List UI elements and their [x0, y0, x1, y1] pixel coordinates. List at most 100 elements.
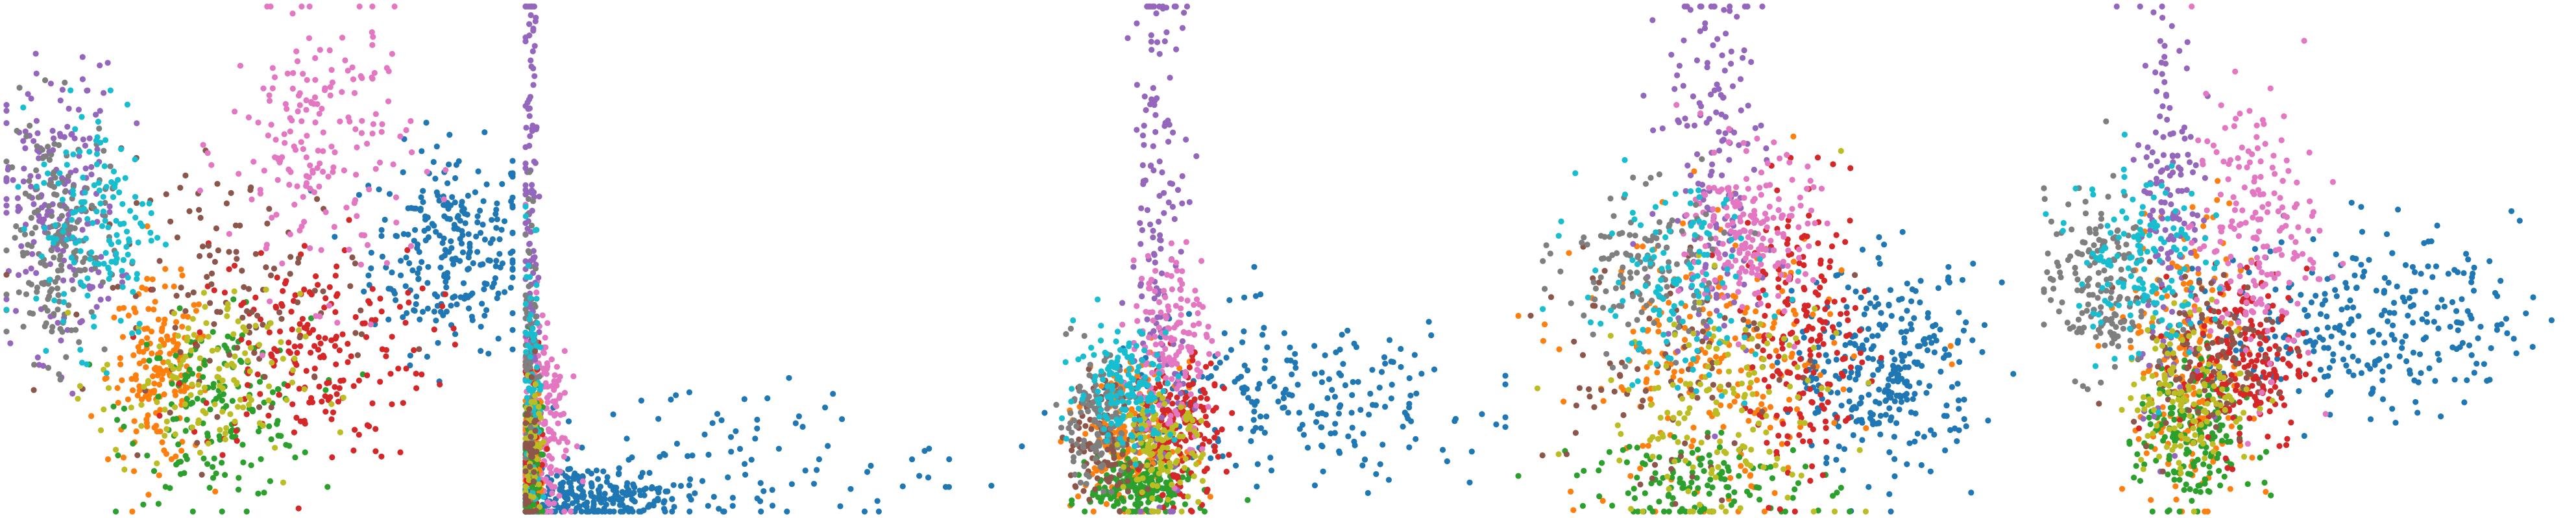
scatter-point — [1758, 401, 1765, 408]
scatter-point — [533, 295, 540, 302]
scatter-point — [1863, 425, 1869, 432]
scatter-point — [181, 470, 188, 476]
scatter-point — [162, 241, 169, 248]
scatter-point — [1431, 366, 1438, 373]
scatter-point — [352, 314, 359, 321]
scatter-point — [524, 225, 531, 232]
scatter-point — [864, 469, 871, 475]
scatter-point — [573, 498, 579, 504]
scatter-point — [529, 454, 535, 460]
scatter-point — [1187, 402, 1194, 409]
scatter-point — [28, 215, 34, 221]
scatter-point — [1271, 383, 1278, 389]
scatter-point — [1148, 38, 1154, 45]
scatter-point — [282, 140, 288, 146]
scatter-point — [95, 269, 102, 275]
scatter-point — [1156, 218, 1162, 225]
scatter-point — [522, 484, 529, 490]
scatter-point — [1886, 376, 1892, 382]
scatter-point — [113, 217, 119, 224]
scatter-point — [1153, 10, 1160, 17]
scatter-point — [1069, 447, 1075, 454]
scatter-point — [141, 384, 147, 390]
scatter-point — [419, 148, 425, 154]
scatter-point — [1769, 363, 1775, 369]
scatter-point — [266, 97, 273, 104]
scatter-point — [439, 303, 446, 310]
scatter-point — [1125, 508, 1132, 515]
scatter-point — [1753, 308, 1759, 315]
scatter-point — [68, 327, 75, 334]
scatter-point — [528, 222, 535, 229]
scatter-point — [23, 133, 30, 140]
scatter-point — [590, 494, 597, 500]
scatter-point — [161, 447, 167, 454]
scatter-point — [413, 301, 419, 308]
scatter-point — [1161, 123, 1168, 129]
scatter-point — [239, 441, 246, 448]
scatter-point — [82, 165, 89, 172]
scatter-point — [1985, 417, 1991, 424]
scatter-point — [548, 410, 554, 416]
scatter-point — [1200, 451, 1206, 458]
scatter-point — [1178, 390, 1184, 397]
scatter-point — [107, 163, 114, 169]
scatter-point — [125, 312, 132, 319]
scatter-point — [189, 508, 196, 515]
scatter-point — [1335, 410, 1342, 417]
scatter-point — [441, 235, 447, 241]
scatter-point — [1413, 436, 1419, 443]
scatter-point — [1184, 3, 1191, 10]
scatter-point — [522, 468, 529, 475]
scatter-point — [1147, 3, 1154, 10]
scatter-point — [268, 121, 274, 128]
scatter-point — [686, 493, 692, 499]
scatter-point — [1215, 438, 1221, 445]
scatter-point — [603, 478, 610, 486]
scatter-point — [320, 288, 326, 295]
scatter-point — [1205, 404, 1211, 410]
scatter-point — [57, 97, 64, 104]
scatter-point — [1176, 382, 1183, 388]
scatter-point — [1829, 334, 1836, 341]
scatter-point — [1156, 371, 1163, 377]
scatter-point — [1185, 311, 1193, 317]
scatter-point — [300, 71, 306, 77]
scatter-point — [1856, 401, 1863, 407]
scatter-point — [433, 317, 439, 324]
scatter-point — [1169, 425, 1176, 431]
scatter-point — [443, 308, 450, 315]
scatter-point — [1239, 339, 1246, 345]
scatter-point — [179, 272, 186, 278]
scatter-point — [1149, 360, 1156, 367]
scatter-point — [41, 161, 47, 167]
scatter-point — [265, 132, 271, 139]
scatter-point — [1493, 421, 1500, 428]
scatter-point — [364, 241, 371, 249]
scatter-point — [82, 266, 88, 273]
scatter-point — [1876, 400, 1882, 406]
scatter-point — [692, 490, 698, 497]
scatter-point — [533, 14, 539, 21]
scatter-point — [314, 165, 321, 171]
scatter-point — [1063, 436, 1069, 442]
scatter-point — [548, 356, 555, 363]
scatter-point — [1566, 250, 1572, 256]
scatter-point — [437, 264, 444, 271]
scatter-point — [371, 69, 378, 76]
scatter-point — [126, 236, 132, 243]
scatter-point — [205, 440, 212, 447]
scatter-point — [16, 272, 22, 278]
scatter-point — [1175, 373, 1182, 380]
scatter-point — [501, 218, 508, 225]
scatter-point — [736, 445, 744, 452]
scatter-point — [200, 142, 206, 148]
scatter-point — [1890, 378, 1897, 384]
scatter-point — [345, 114, 352, 121]
scatter-point — [1927, 468, 1934, 475]
scatter-point — [583, 504, 590, 510]
scatter-point — [1158, 270, 1165, 277]
scatter-point — [1158, 340, 1164, 347]
scatter-point — [289, 401, 296, 408]
scatter-point — [1304, 445, 1311, 451]
